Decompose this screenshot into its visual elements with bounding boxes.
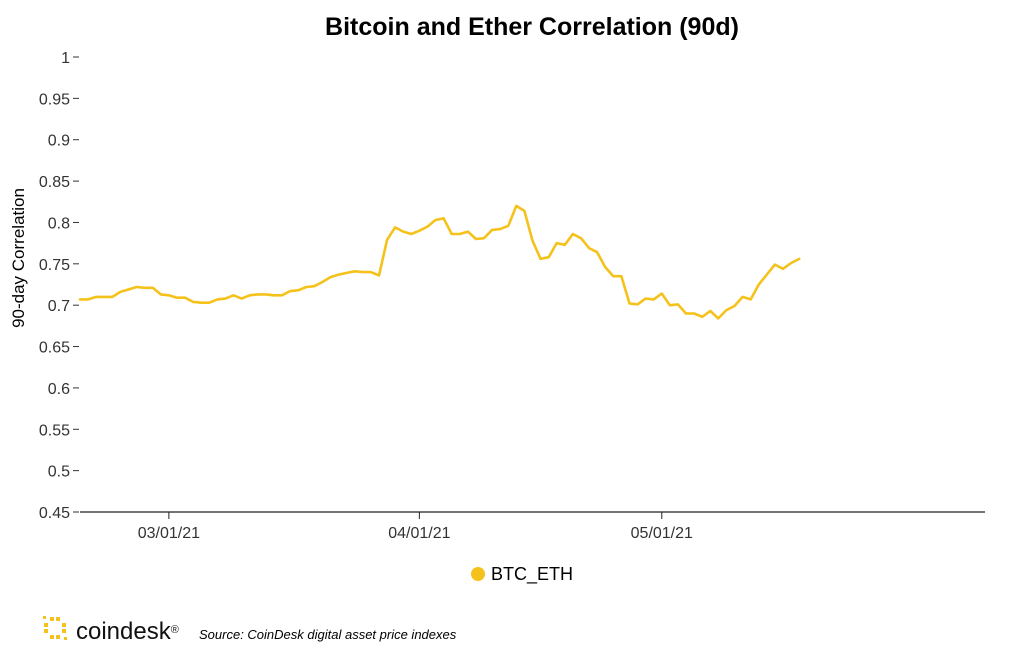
logo-dot <box>43 616 46 619</box>
x-tick-label: 03/01/21 <box>138 525 200 542</box>
y-tick-label: 0.9 <box>48 133 70 150</box>
logo-dot <box>56 617 60 621</box>
x-tick-label: 04/01/21 <box>388 525 450 542</box>
y-tick-label: 0.75 <box>39 257 70 274</box>
y-tick-label: 0.45 <box>39 505 70 522</box>
series-line-btc-eth[interactable] <box>78 204 801 320</box>
y-tick-label: 0.8 <box>48 215 70 232</box>
coindesk-logo: coindesk® <box>43 616 179 645</box>
chart-title: Bitcoin and Ether Correlation (90d) <box>325 13 739 41</box>
logo-dot <box>64 637 67 640</box>
brand-name: coindesk® <box>76 618 179 645</box>
y-tick-label: 0.95 <box>39 91 70 108</box>
logo-dot <box>62 623 66 627</box>
y-tick-label: 0.6 <box>48 381 70 398</box>
y-tick-label: 0.85 <box>39 174 70 191</box>
logo-dot <box>56 635 60 639</box>
x-tick-label: 05/01/21 <box>631 525 693 542</box>
legend-label-btc-eth[interactable]: BTC_ETH <box>491 564 573 585</box>
x-axis: 03/01/21 04/01/21 05/01/21 <box>80 511 985 542</box>
logo-dot <box>44 629 48 633</box>
logo-dot <box>50 635 54 639</box>
y-axis: 0.45 0.5 0.55 0.6 0.65 0.7 0.75 0.8 0.85 0.9 0.95 1 <box>39 50 79 522</box>
y-tick-label: 1 <box>61 50 70 67</box>
logo-dot <box>50 617 54 621</box>
legend[interactable]: BTC_ETH <box>471 564 573 585</box>
y-tick-label: 0.5 <box>48 464 70 481</box>
y-tick-label: 0.65 <box>39 340 70 357</box>
logo-dot <box>44 623 48 627</box>
y-tick-label: 0.7 <box>48 298 70 315</box>
logo-dot <box>62 629 66 633</box>
y-axis-label: 90-day Correlation <box>9 188 28 328</box>
coindesk-logo-icon <box>43 616 67 640</box>
legend-swatch-btc-eth[interactable] <box>471 567 485 581</box>
series-layer <box>78 204 801 320</box>
y-tick-label: 0.55 <box>39 422 70 439</box>
source-note: Source: CoinDesk digital asset price ind… <box>199 627 457 642</box>
